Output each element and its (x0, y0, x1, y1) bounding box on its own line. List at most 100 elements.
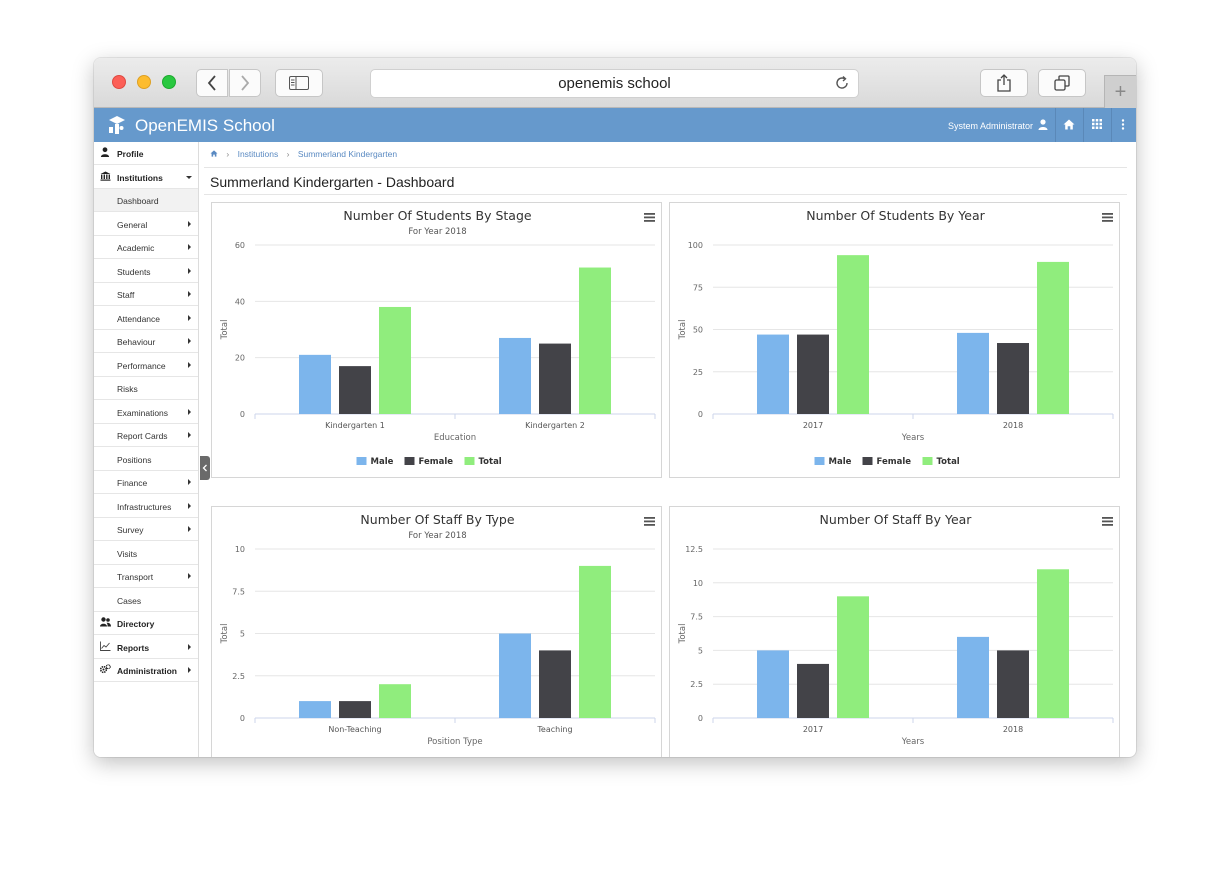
sidebar-item-label: Reports (117, 642, 150, 653)
sidebar-item-staff[interactable]: Staff (94, 283, 198, 306)
chart-title: Number Of Staff By Type (360, 512, 514, 527)
tabs-icon (1054, 75, 1070, 91)
legend-item-female[interactable]: Female (862, 457, 912, 467)
sidebar-item-label: Academic (117, 243, 155, 253)
bar-male-2017 (757, 650, 789, 718)
home-icon[interactable] (210, 150, 218, 157)
legend-item-total[interactable]: Total (464, 457, 502, 467)
sidebar-item-performance[interactable]: Performance (94, 354, 198, 377)
x-tick-label: 2017 (803, 421, 823, 430)
reload-icon[interactable] (834, 75, 850, 91)
sidebar-item-students[interactable]: Students (94, 260, 198, 283)
y-tick-label: 25 (693, 368, 703, 377)
more-vertical-icon[interactable] (1121, 119, 1125, 130)
chart-svg: Number Of Students By Year 0 25 50 75 100 Tota… (678, 208, 1114, 467)
legend-label: Total (479, 457, 502, 467)
sidebar-item-survey[interactable]: Survey (94, 518, 198, 541)
sidebar-item-administration[interactable]: Administration (94, 659, 198, 682)
sidebar-item-behaviour[interactable]: Behaviour (94, 330, 198, 353)
sidebar-item-label: Transport (117, 572, 154, 582)
bar-male-kindergarten-2 (499, 337, 531, 414)
y-axis-label: Total (220, 320, 230, 341)
sidebar-item-infrastructures[interactable]: Infrastructures (94, 495, 198, 518)
zoom-window-button[interactable] (162, 75, 176, 89)
home-icon[interactable] (1063, 119, 1075, 130)
legend-swatch (922, 457, 933, 465)
legend-item-total[interactable]: Total (922, 457, 960, 467)
address-bar[interactable]: openemis school (370, 69, 859, 98)
chart-subtitle: For Year 2018 (408, 531, 466, 541)
show-tabs-button[interactable] (1038, 69, 1086, 97)
menu-line (1102, 213, 1113, 215)
caret-right-icon (188, 573, 191, 579)
hamburger-menu-icon[interactable] (1102, 517, 1113, 526)
new-tab-button[interactable]: + (1104, 75, 1136, 108)
chart-title: Number Of Students By Year (806, 208, 985, 223)
sidebar-item-dashboard[interactable]: Dashboard (94, 189, 198, 212)
sidebar-item-profile[interactable]: Profile (94, 142, 198, 165)
sidebar-item-institutions[interactable]: Institutions (94, 166, 198, 189)
sidebar-item-cases[interactable]: Cases (94, 589, 198, 612)
sidebar-icon (289, 76, 309, 90)
bar-total-2018 (1037, 569, 1069, 718)
y-tick-label: 12.5 (685, 545, 703, 554)
y-axis-label: Total (678, 624, 688, 645)
hamburger-menu-icon[interactable] (644, 213, 655, 222)
legend-item-male[interactable]: Male (814, 457, 852, 467)
forward-button[interactable] (229, 69, 261, 97)
y-tick-label: 20 (235, 354, 245, 363)
bar-total-non-teaching (379, 684, 411, 718)
bar-total-teaching (579, 565, 611, 718)
apps-grid-icon[interactable] (1092, 119, 1102, 129)
sidebar-item-label: Examinations (117, 407, 169, 418)
caret-right-icon (188, 526, 191, 532)
caret-right-icon (188, 338, 191, 344)
sidebar-item-visits[interactable]: Visits (94, 542, 198, 565)
breadcrumb-institutions-link[interactable]: Institutions (237, 149, 279, 159)
chart-title: Number Of Staff By Year (820, 512, 973, 527)
sidebar-item-label: Risks (117, 384, 138, 394)
back-button[interactable] (196, 69, 228, 97)
sidebar-toggle-button[interactable] (275, 69, 323, 97)
hamburger-menu-icon[interactable] (1102, 213, 1113, 222)
user-icon (100, 147, 110, 159)
share-button[interactable] (980, 69, 1028, 97)
menu-line (644, 520, 655, 523)
y-tick-label: 2.5 (232, 672, 245, 681)
line-chart-icon (100, 641, 111, 653)
user-icon[interactable] (1038, 119, 1048, 130)
sidebar-item-general[interactable]: General (94, 213, 198, 236)
sidebar-item-directory[interactable]: Directory (94, 612, 198, 635)
sidebar-item-examinations[interactable]: Examinations (94, 401, 198, 424)
user-name[interactable]: System Administrator (948, 121, 1034, 131)
y-tick-label: 40 (235, 297, 245, 306)
sidebar-item-transport[interactable]: Transport (94, 565, 198, 588)
close-window-button[interactable] (112, 75, 126, 89)
y-tick-label: 0 (240, 410, 245, 419)
breadcrumb-institution-link[interactable]: Summerland Kindergarten (297, 149, 398, 159)
sidebar-item-attendance[interactable]: Attendance (94, 307, 198, 330)
sidebar-item-report-cards[interactable]: Report Cards (94, 424, 198, 447)
sidebar-item-risks[interactable]: Risks (94, 377, 198, 400)
divider (204, 194, 1127, 195)
legend-item-male[interactable]: Male (356, 457, 394, 467)
sidebar-item-positions[interactable]: Positions (94, 448, 198, 471)
bar-male-teaching (499, 633, 531, 718)
menu-line (644, 213, 655, 215)
menu-line (644, 220, 655, 222)
bar-male-non-teaching (299, 701, 331, 718)
bar-male-kindergarten-1 (299, 354, 331, 414)
sidebar-item-reports[interactable]: Reports (94, 636, 198, 659)
hamburger-menu-icon[interactable] (644, 517, 655, 526)
caret-down-icon (186, 175, 192, 179)
y-tick-label: 100 (688, 241, 703, 250)
header-divider (1055, 108, 1056, 142)
legend-item-female[interactable]: Female (404, 457, 454, 467)
sidebar-item-academic[interactable]: Academic (94, 236, 198, 259)
collapse-sidebar-button[interactable] (200, 456, 210, 480)
minimize-window-button[interactable] (137, 75, 151, 89)
sidebar-item-label: Finance (117, 478, 148, 488)
caret-right-icon (188, 220, 191, 227)
legend-swatch (356, 457, 367, 465)
sidebar-item-finance[interactable]: Finance (94, 471, 198, 494)
